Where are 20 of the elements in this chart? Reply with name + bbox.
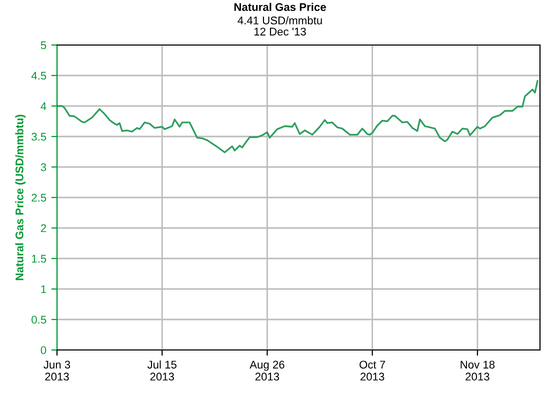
y-tick-label: 4.5 [31, 72, 46, 80]
x-tick-label: Nov 18 2013 [460, 360, 495, 381]
y-tick-label: 0.5 [32, 316, 46, 324]
chart-subtitle: 4.41 USD/mmbtu 12 Dec '13 [238, 16, 322, 36]
y-tick-label: 4 [40, 102, 46, 110]
x-tick-label: Jun 3 2013 [44, 360, 70, 381]
y-tick-label: 3 [40, 163, 46, 172]
y-axis-title: Natural Gas Price (USD/mmbtu) [15, 114, 26, 280]
x-tick-label: Jul 15 2013 [147, 360, 176, 381]
line-series [57, 80, 538, 154]
chart-title: Natural Gas Price [234, 2, 326, 11]
y-tick-label: 2 [40, 224, 46, 232]
y-tick-label: 0 [40, 346, 46, 354]
y-tick-label: 3.5 [32, 132, 46, 141]
y-tick-label: 2.5 [32, 194, 46, 202]
y-tick-label: 1 [41, 285, 46, 294]
y-tick-label: 5 [40, 41, 46, 50]
x-tick-label: Aug 26 2013 [250, 360, 284, 381]
x-tick-label: Oct 7 2013 [360, 360, 386, 381]
y-tick-label: 1.5 [32, 254, 46, 263]
